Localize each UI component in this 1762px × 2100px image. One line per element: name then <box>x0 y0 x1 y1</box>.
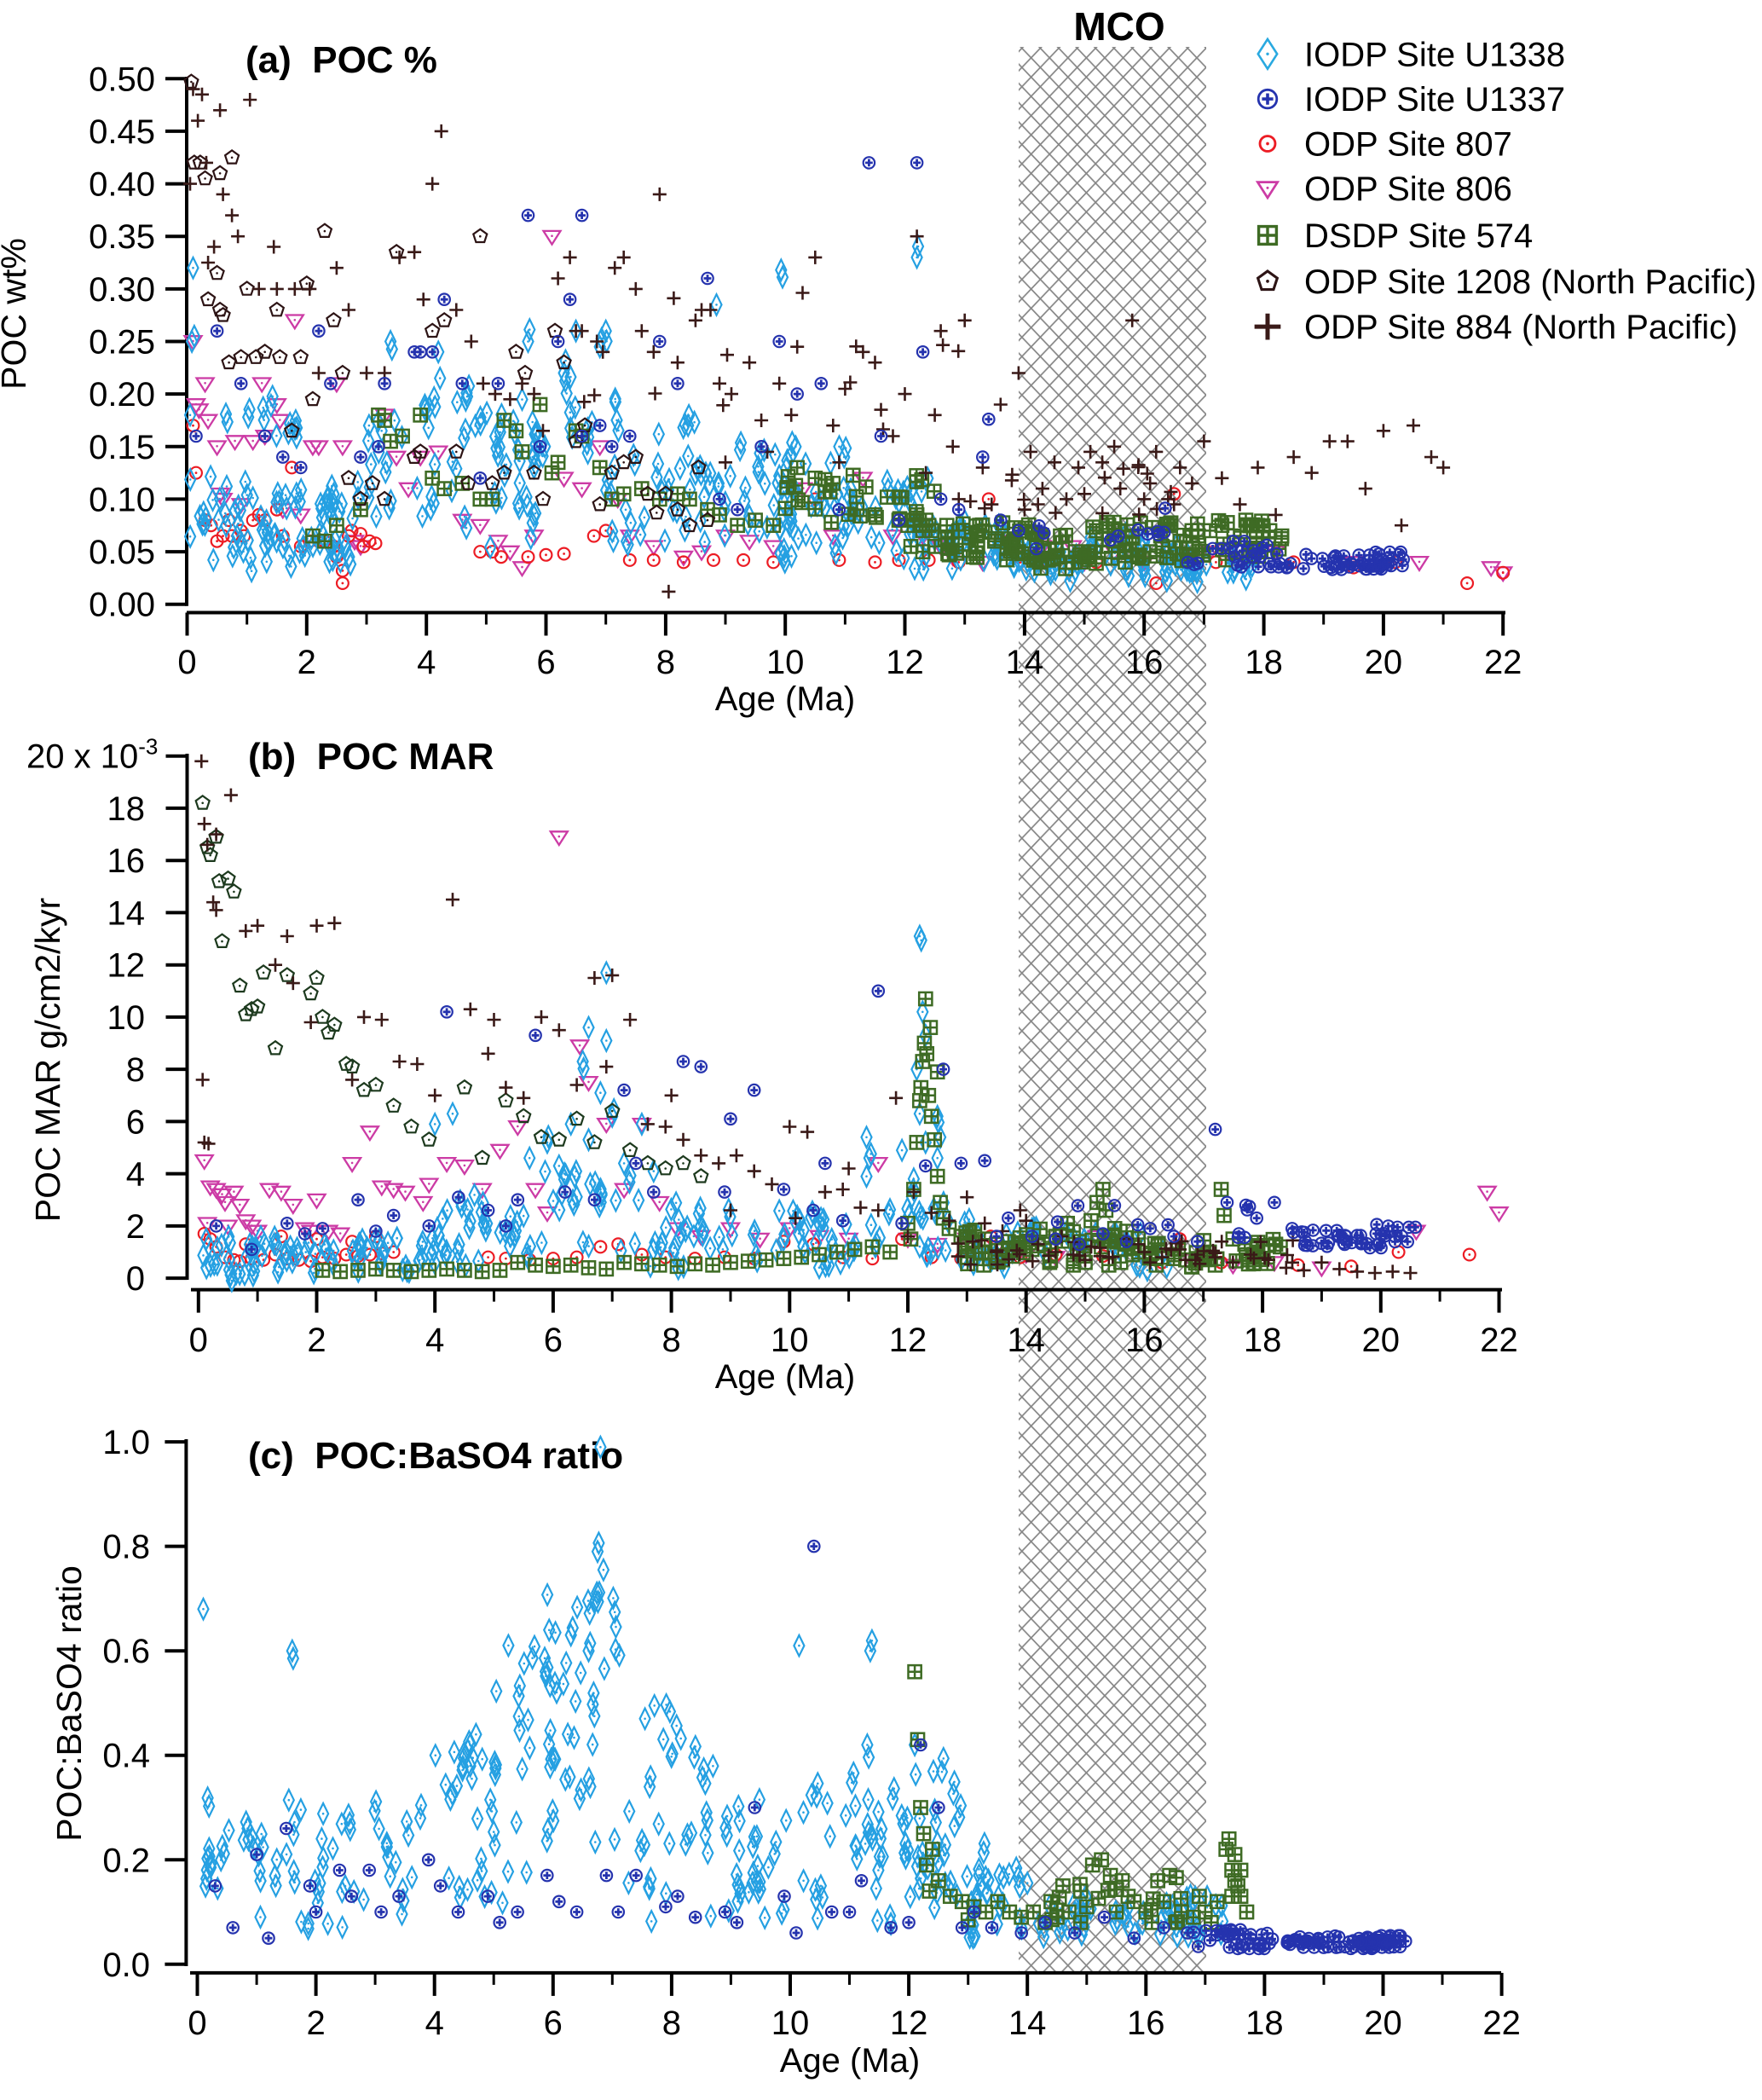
svg-text:20: 20 <box>1365 644 1403 681</box>
svg-text:DSDP Site 574: DSDP Site 574 <box>1304 217 1533 255</box>
svg-text:Age (Ma): Age (Ma) <box>715 1358 856 1396</box>
svg-text:0.00: 0.00 <box>89 587 155 624</box>
svg-text:ODP Site 806: ODP Site 806 <box>1304 171 1512 208</box>
svg-text:14: 14 <box>1006 644 1044 681</box>
svg-text:POC wt%: POC wt% <box>0 238 33 390</box>
svg-text:0.8: 0.8 <box>102 1529 150 1566</box>
svg-text:12: 12 <box>890 2005 928 2042</box>
svg-text:0.4: 0.4 <box>102 1738 150 1775</box>
svg-text:10: 10 <box>771 2005 810 2042</box>
svg-text:0.25: 0.25 <box>89 324 155 362</box>
svg-text:0.50: 0.50 <box>89 61 155 98</box>
svg-text:0: 0 <box>189 1322 208 1359</box>
svg-text:6: 6 <box>544 2005 563 2042</box>
svg-text:4: 4 <box>417 644 436 681</box>
svg-text:0: 0 <box>126 1260 145 1298</box>
svg-text:10: 10 <box>771 1322 809 1359</box>
svg-text:2: 2 <box>298 644 316 681</box>
svg-text:0.6: 0.6 <box>102 1633 150 1670</box>
svg-text:18: 18 <box>1245 2005 1284 2042</box>
svg-text:2: 2 <box>126 1208 145 1246</box>
svg-text:8: 8 <box>661 1322 680 1359</box>
svg-text:(b) POC MAR: (b) POC MAR <box>248 736 494 778</box>
svg-text:20 x 10-3: 20 x 10-3 <box>26 734 158 776</box>
svg-text:16: 16 <box>1127 2005 1165 2042</box>
svg-text:16: 16 <box>107 842 146 880</box>
svg-text:12: 12 <box>886 644 924 681</box>
svg-text:2: 2 <box>307 1322 326 1359</box>
svg-text:IODP Site U1338: IODP Site U1338 <box>1304 36 1565 73</box>
svg-text:4: 4 <box>425 1322 444 1359</box>
svg-text:8: 8 <box>662 2005 681 2042</box>
svg-text:18: 18 <box>1245 644 1283 681</box>
svg-text:22: 22 <box>1482 2005 1521 2042</box>
svg-text:20: 20 <box>1362 1322 1401 1359</box>
svg-text:0.35: 0.35 <box>89 218 155 256</box>
svg-text:16: 16 <box>1125 1322 1164 1359</box>
svg-text:(a) POC %: (a) POC % <box>246 39 437 81</box>
svg-text:22: 22 <box>1480 1322 1518 1359</box>
svg-text:1.0: 1.0 <box>102 1424 150 1461</box>
svg-text:18: 18 <box>107 790 146 828</box>
svg-text:20: 20 <box>1364 2005 1402 2042</box>
svg-text:6: 6 <box>544 1322 563 1359</box>
svg-text:ODP Site 1208 (North Pacific): ODP Site 1208 (North Pacific) <box>1304 263 1757 301</box>
svg-text:2: 2 <box>306 2005 325 2042</box>
svg-text:0.45: 0.45 <box>89 113 155 151</box>
svg-text:10: 10 <box>766 644 805 681</box>
svg-text:8: 8 <box>126 1051 145 1089</box>
svg-text:10: 10 <box>107 999 146 1037</box>
svg-text:(c) POC:BaSO4 ratio: (c) POC:BaSO4 ratio <box>248 1435 623 1477</box>
svg-text:0.0: 0.0 <box>102 1947 150 1984</box>
svg-text:Age (Ma): Age (Ma) <box>715 680 856 718</box>
svg-text:0.20: 0.20 <box>89 376 155 414</box>
svg-text:18: 18 <box>1244 1322 1282 1359</box>
svg-text:14: 14 <box>107 894 146 932</box>
svg-text:22: 22 <box>1484 644 1522 681</box>
svg-text:0.15: 0.15 <box>89 429 155 466</box>
svg-text:16: 16 <box>1125 644 1164 681</box>
svg-text:14: 14 <box>1008 2005 1047 2042</box>
svg-text:4: 4 <box>126 1156 145 1194</box>
svg-text:MCO: MCO <box>1073 4 1164 49</box>
svg-text:0.10: 0.10 <box>89 481 155 518</box>
svg-text:POC MAR g/cm2/kyr: POC MAR g/cm2/kyr <box>28 898 67 1222</box>
svg-text:0.05: 0.05 <box>89 534 155 571</box>
svg-text:6: 6 <box>126 1103 145 1141</box>
svg-text:POC:BaSO4 ratio: POC:BaSO4 ratio <box>49 1565 89 1842</box>
svg-text:12: 12 <box>889 1322 927 1359</box>
svg-text:Age (Ma): Age (Ma) <box>780 2042 921 2080</box>
svg-text:0: 0 <box>177 644 196 681</box>
svg-text:4: 4 <box>425 2005 444 2042</box>
svg-text:6: 6 <box>536 644 555 681</box>
svg-text:ODP Site 807: ODP Site 807 <box>1304 126 1512 164</box>
svg-text:0.40: 0.40 <box>89 166 155 204</box>
svg-text:0: 0 <box>188 2005 206 2042</box>
svg-text:ODP Site 884 (North Pacific): ODP Site 884 (North Pacific) <box>1304 309 1737 346</box>
svg-text:8: 8 <box>656 644 675 681</box>
svg-text:14: 14 <box>1007 1322 1045 1359</box>
svg-text:0.30: 0.30 <box>89 271 155 309</box>
svg-text:12: 12 <box>107 947 146 985</box>
svg-text:0.2: 0.2 <box>102 1842 150 1879</box>
svg-text:IODP Site U1337: IODP Site U1337 <box>1304 81 1565 119</box>
